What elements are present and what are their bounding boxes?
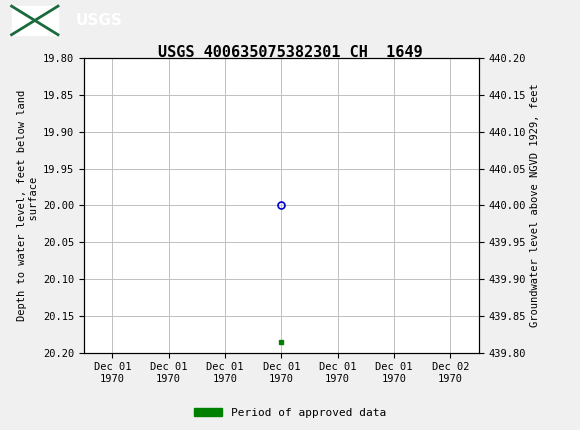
Text: USGS 400635075382301 CH  1649: USGS 400635075382301 CH 1649 [158,45,422,60]
Bar [12,6,58,35]
Y-axis label: Groundwater level above NGVD 1929, feet: Groundwater level above NGVD 1929, feet [530,83,540,327]
Text: USGS: USGS [75,13,122,28]
Y-axis label: Depth to water level, feet below land
  surface: Depth to water level, feet below land su… [17,90,39,321]
Legend: Period of approved data: Period of approved data [190,403,390,422]
